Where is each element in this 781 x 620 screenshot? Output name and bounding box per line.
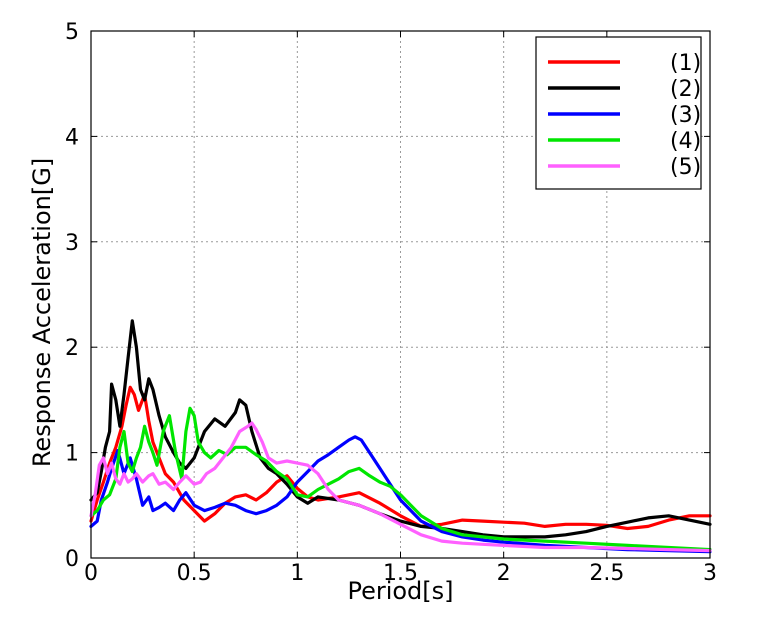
y-axis-label: Response Acceleration[G] (28, 158, 56, 467)
series-line-2 (89, 319, 712, 539)
y-tick-label: 5 (65, 20, 79, 45)
y-tick-label: 0 (65, 547, 79, 572)
x-axis-label: Period[s] (347, 577, 453, 605)
x-tick-label: 2 (497, 561, 511, 586)
series-line-5 (89, 421, 712, 553)
y-tick-label: 4 (65, 125, 79, 150)
legend-label-2: (2) (670, 77, 701, 102)
y-axis-ticks: 0 1 2 3 4 5 (65, 20, 710, 572)
legend-label-1: (1) (670, 51, 701, 76)
x-tick-label: 1.5 (383, 561, 418, 586)
x-tick-label: 0.5 (177, 561, 212, 586)
x-tick-label: 2.5 (589, 561, 624, 586)
series-line-1 (89, 385, 712, 531)
series-lines (89, 319, 712, 554)
x-axis-ticks: 0 0.5 1 1.5 2 2.5 3 (84, 31, 717, 586)
legend-label-4: (4) (670, 129, 701, 154)
y-tick-label: 2 (65, 336, 79, 361)
legend-label-5: (5) (670, 155, 701, 180)
y-tick-label: 3 (65, 231, 79, 256)
legend-label-3: (3) (670, 103, 701, 128)
x-tick-label: 0 (84, 561, 98, 586)
y-tick-label: 1 (65, 442, 79, 467)
legend: (1)(2)(3)(4)(5) (535, 36, 702, 190)
series-line-4 (89, 406, 712, 552)
x-tick-label: 1 (290, 561, 304, 586)
x-tick-label: 3 (703, 561, 717, 586)
series-line-3 (89, 435, 712, 554)
